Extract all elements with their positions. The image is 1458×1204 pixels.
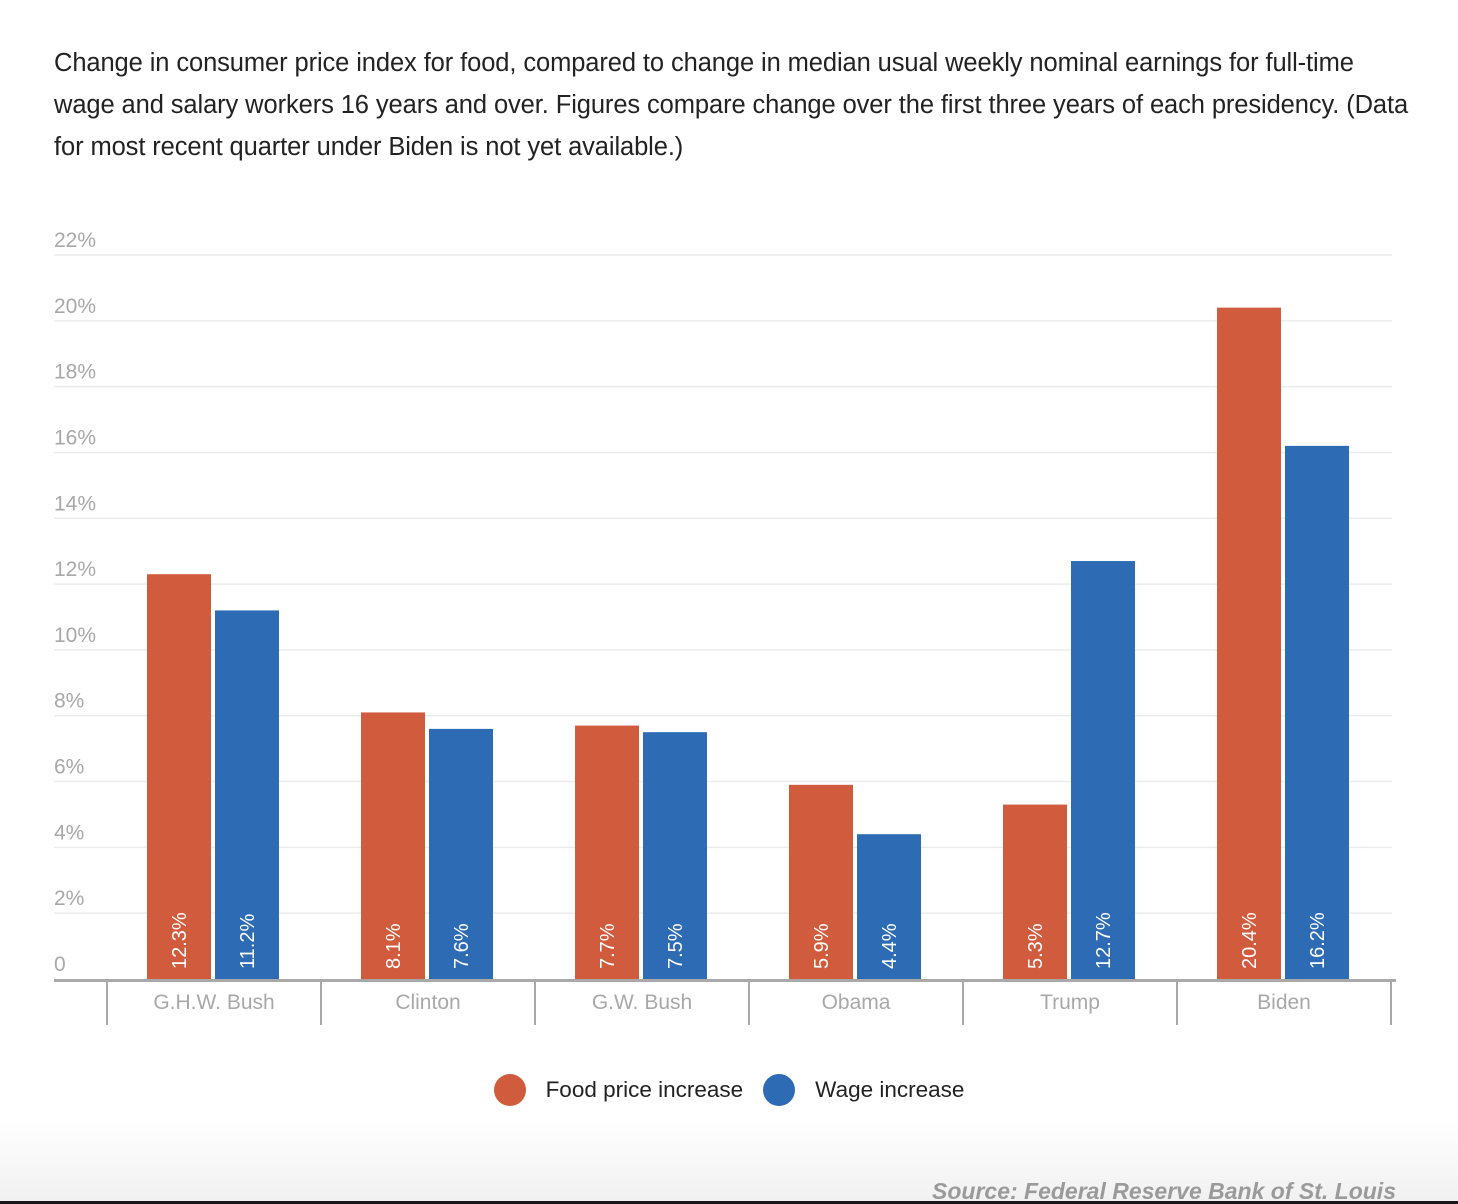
wage-bar[interactable] bbox=[643, 732, 707, 979]
food-bar-value-label: 8.1% bbox=[383, 923, 405, 969]
legend-item-wage[interactable]: Wage increase bbox=[763, 1074, 964, 1106]
food-bar-value-label: 5.9% bbox=[811, 923, 833, 969]
y-tick-label: 8% bbox=[54, 690, 84, 713]
food-bar[interactable] bbox=[1217, 307, 1281, 979]
food-bar[interactable] bbox=[789, 784, 853, 979]
wage-bar-value-label: 7.5% bbox=[665, 923, 687, 969]
legend-item-food[interactable]: Food price increase bbox=[493, 1074, 744, 1106]
wage-bar[interactable] bbox=[429, 728, 493, 979]
x-tick-label: Trump bbox=[1040, 991, 1100, 1014]
wage-bar[interactable] bbox=[1285, 445, 1349, 979]
y-tick-label: 16% bbox=[54, 426, 96, 449]
wage-bar-value-label: 12.7% bbox=[1093, 912, 1115, 969]
food-bar[interactable] bbox=[147, 574, 211, 979]
wage-circle-swatch-icon bbox=[763, 1074, 796, 1106]
wage-bar[interactable] bbox=[215, 610, 279, 979]
x-tick-label: Biden bbox=[1257, 991, 1311, 1014]
y-tick-label: 0 bbox=[54, 953, 66, 976]
chart-description: Change in consumer price index for food,… bbox=[54, 49, 1409, 161]
y-axis-ticks: 0 2% 4% 6% 8% 10% 12% 14% 16% 18% 20% 22% bbox=[54, 229, 96, 976]
bars: 12.3% 11.2% 8.1% 7.6% 7.7% 7.5% 5.9% 4.4% 5.3% 12… bbox=[147, 307, 1349, 979]
y-tick-label: 10% bbox=[54, 624, 96, 647]
y-tick-label: 4% bbox=[54, 821, 84, 844]
food-bar[interactable] bbox=[361, 712, 425, 979]
wage-bar-value-label: 7.6% bbox=[451, 923, 473, 969]
food-circle-swatch-icon bbox=[493, 1074, 526, 1106]
food-bar[interactable] bbox=[575, 725, 639, 979]
y-tick-label: 2% bbox=[54, 887, 84, 910]
wage-bar-value-label: 16.2% bbox=[1307, 912, 1329, 969]
x-tick-label: Obama bbox=[822, 991, 891, 1014]
wage-bar[interactable] bbox=[1071, 561, 1135, 979]
food-bar-value-label: 5.3% bbox=[1025, 923, 1047, 969]
wage-bar-value-label: 4.4% bbox=[879, 923, 901, 969]
legend: Food price increase Wage increase bbox=[0, 1074, 1458, 1106]
wage-bar[interactable] bbox=[857, 834, 921, 979]
food-bar-value-label: 20.4% bbox=[1239, 912, 1261, 969]
y-tick-label: 12% bbox=[54, 558, 96, 581]
x-tick-label: G.H.W. Bush bbox=[153, 991, 274, 1014]
source-credit: Source: Federal Reserve Bank of St. Loui… bbox=[932, 1178, 1396, 1204]
y-tick-label: 14% bbox=[54, 492, 96, 515]
legend-label-food: Food price increase bbox=[545, 1077, 744, 1102]
food-bar-value-label: 12.3% bbox=[169, 912, 191, 969]
food-bar[interactable] bbox=[1003, 804, 1067, 979]
window-bottom-edge bbox=[0, 1201, 1458, 1204]
y-tick-label: 22% bbox=[54, 229, 96, 252]
y-tick-label: 18% bbox=[54, 361, 96, 384]
x-tick-label: Clinton bbox=[395, 991, 460, 1014]
y-tick-label: 20% bbox=[54, 295, 96, 318]
y-tick-label: 6% bbox=[54, 756, 84, 779]
wage-bar-value-label: 11.2% bbox=[237, 914, 259, 969]
food-bar-value-label: 7.7% bbox=[597, 923, 619, 969]
legend-label-wage: Wage increase bbox=[815, 1077, 965, 1102]
x-axis: G.H.W. Bush Clinton G.W. Bush Obama Trump Bid… bbox=[54, 979, 1396, 1025]
x-tick-label: G.W. Bush bbox=[592, 991, 692, 1014]
